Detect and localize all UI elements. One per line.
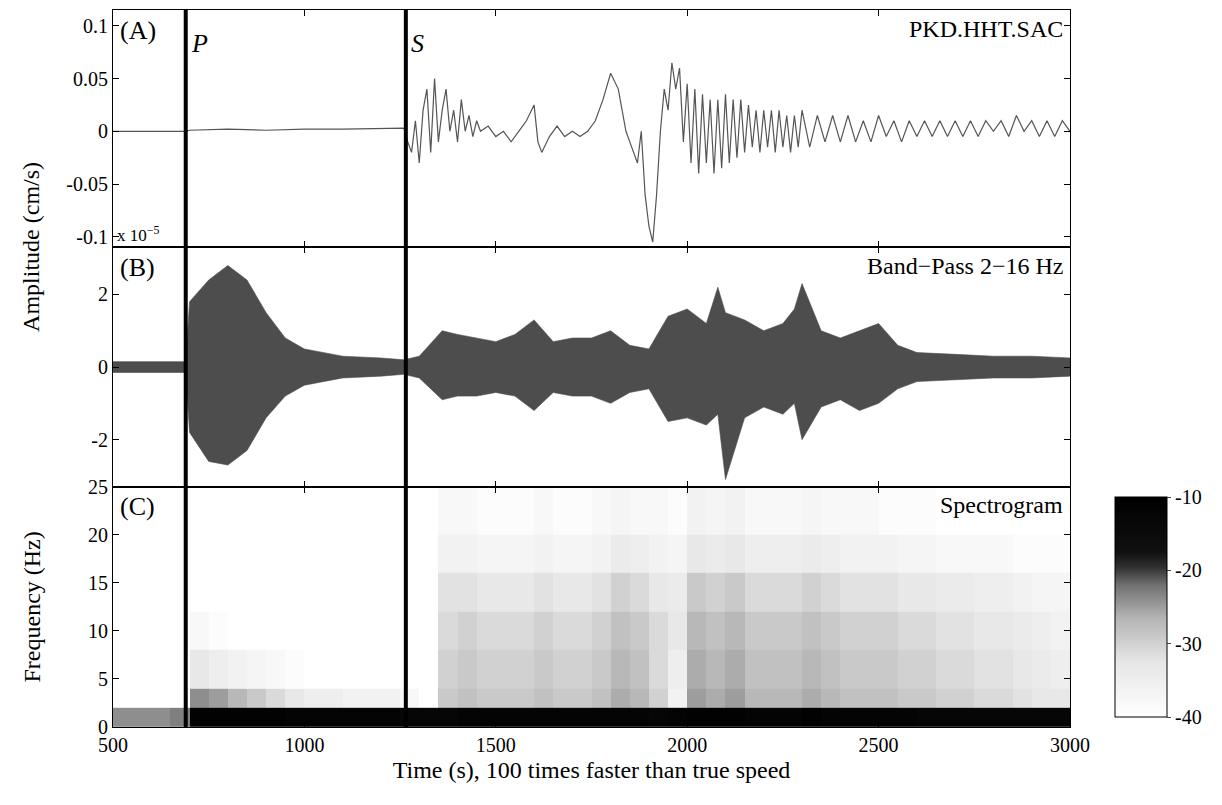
svg-text:(A): (A) bbox=[120, 16, 156, 45]
svg-text:P: P bbox=[191, 29, 208, 58]
svg-text:500: 500 bbox=[98, 734, 128, 756]
svg-text:2000: 2000 bbox=[667, 734, 707, 756]
svg-text:1500: 1500 bbox=[476, 734, 516, 756]
svg-text:0.05: 0.05 bbox=[73, 68, 108, 90]
svg-text:20: 20 bbox=[88, 524, 108, 546]
svg-text:-10: -10 bbox=[1175, 486, 1202, 508]
svg-text:Spectrogram: Spectrogram bbox=[940, 492, 1063, 518]
svg-text:5: 5 bbox=[98, 668, 108, 690]
svg-text:25: 25 bbox=[88, 476, 108, 498]
svg-text:Amplitude (cm/s): Amplitude (cm/s) bbox=[18, 162, 44, 332]
svg-text:-0.1: -0.1 bbox=[76, 226, 108, 248]
svg-text:(B): (B) bbox=[120, 253, 155, 282]
svg-text:Frequency (Hz): Frequency (Hz) bbox=[19, 531, 45, 682]
svg-text:(C): (C) bbox=[120, 492, 155, 521]
svg-text:10: 10 bbox=[88, 620, 108, 642]
svg-text:0.1: 0.1 bbox=[83, 15, 108, 37]
svg-text:0: 0 bbox=[98, 716, 108, 738]
svg-text:0: 0 bbox=[98, 356, 108, 378]
svg-text:-0.05: -0.05 bbox=[66, 173, 108, 195]
svg-text:-30: -30 bbox=[1175, 633, 1202, 655]
svg-text:-20: -20 bbox=[1175, 559, 1202, 581]
svg-text:Band−Pass 2−16 Hz: Band−Pass 2−16 Hz bbox=[867, 253, 1063, 279]
svg-text:15: 15 bbox=[88, 572, 108, 594]
svg-text:1000: 1000 bbox=[284, 734, 324, 756]
svg-text:x 10​−5​: x 10​−5​ bbox=[117, 223, 159, 245]
svg-text:S: S bbox=[411, 29, 424, 58]
svg-text:3000: 3000 bbox=[1050, 734, 1090, 756]
svg-text:Time (s), 100 times faster tha: Time (s), 100 times faster than true spe… bbox=[393, 757, 791, 783]
svg-text:-40: -40 bbox=[1175, 706, 1202, 728]
svg-text:2: 2 bbox=[98, 283, 108, 305]
svg-text:-2: -2 bbox=[91, 429, 108, 451]
svg-text:PKD.HHT.SAC: PKD.HHT.SAC bbox=[909, 16, 1063, 42]
svg-text:2500: 2500 bbox=[859, 734, 899, 756]
svg-text:0: 0 bbox=[98, 120, 108, 142]
